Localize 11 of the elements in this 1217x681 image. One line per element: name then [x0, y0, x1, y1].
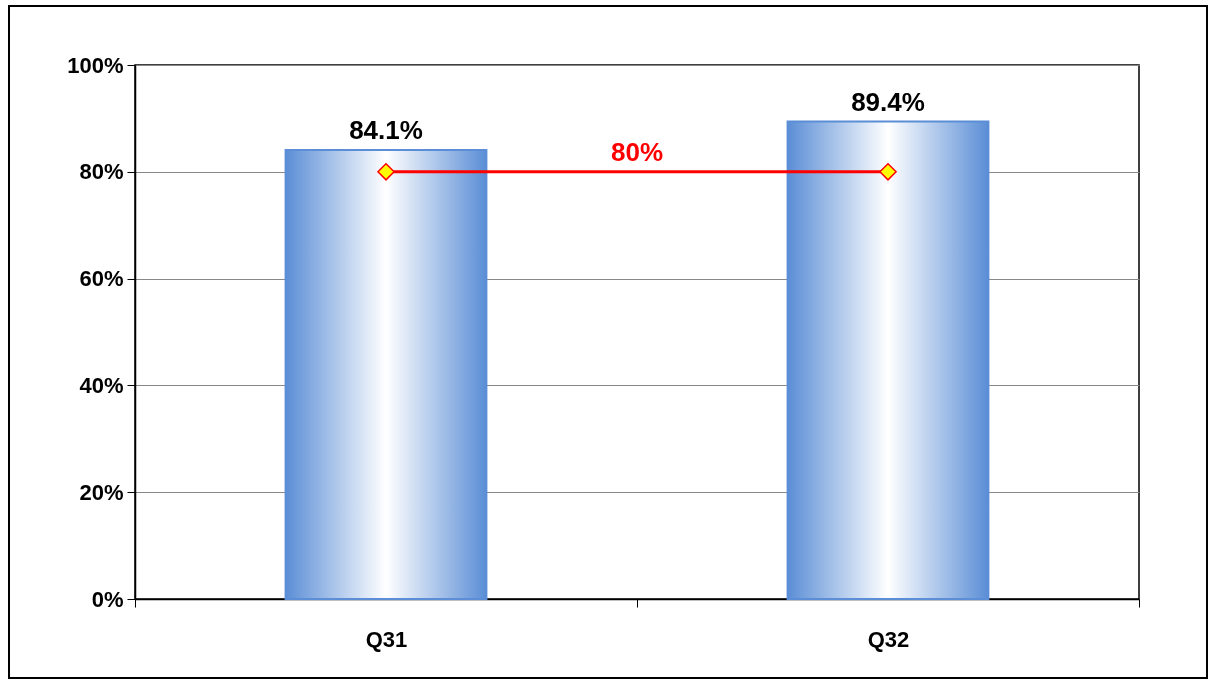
y-tick-label: 40%: [79, 372, 124, 398]
y-tick-label: 20%: [79, 479, 124, 505]
y-tick-label: 0%: [91, 586, 124, 612]
y-tick-label: 80%: [79, 159, 124, 185]
annotation: 80%: [610, 136, 664, 167]
data-label: 89.4%: [851, 86, 925, 117]
x-tick-label: Q32: [867, 626, 910, 652]
y-tick-label: 60%: [79, 266, 124, 292]
data-label: 84.1%: [349, 114, 423, 145]
y-tick-label: 100%: [67, 52, 124, 78]
x-tick-label: Q31: [365, 626, 408, 652]
